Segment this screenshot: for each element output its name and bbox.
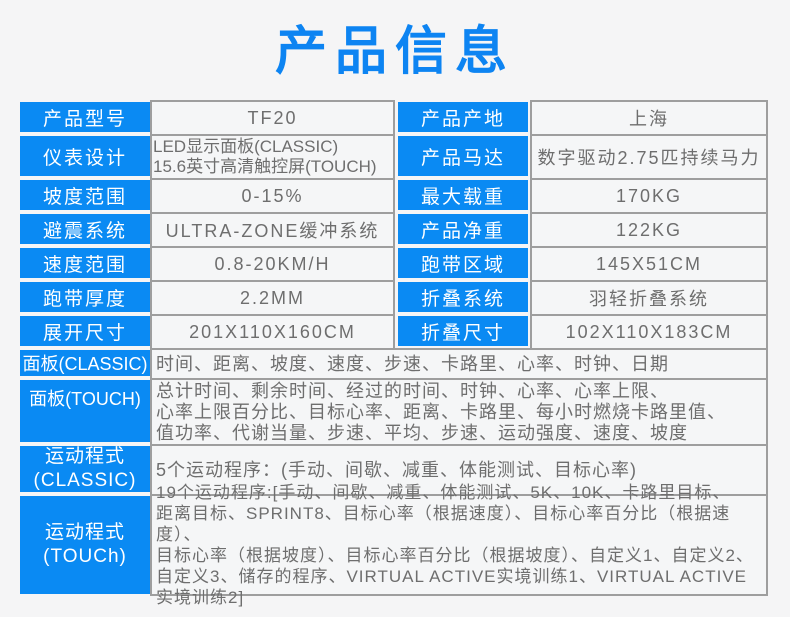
spec-label-incline: 坡度范围 bbox=[20, 180, 150, 210]
spec-value-console: LED显示面板(CLASSIC) 15.6英寸高清触控屏(TOUCH) bbox=[150, 134, 395, 178]
spec-value-belt-area: 145X51CM bbox=[530, 246, 768, 280]
spec-value-incline: 0-15% bbox=[150, 178, 395, 212]
spec-value-programs-touch: 19个运动程序:[手动、间歇、减重、体能测试、5K、10K、卡路里目标、 距离目… bbox=[150, 483, 768, 607]
spec-value-max-load: 170KG bbox=[530, 178, 768, 212]
spec-label-panel-classic: 面板(CLASSIC) bbox=[20, 350, 150, 376]
spec-label-motor: 产品马达 bbox=[398, 136, 528, 176]
spec-value-fold-size: 102X110X183CM bbox=[530, 314, 768, 348]
spec-value-model: TF20 bbox=[150, 100, 395, 134]
spec-label-fold-system: 折叠系统 bbox=[398, 282, 528, 312]
spec-value-net-weight: 122KG bbox=[530, 212, 768, 246]
spec-label-open-size: 展开尺寸 bbox=[20, 316, 150, 346]
spec-row-wide: 运动程式 (CLASSIC) 5个运动程序：(手动、间歇、减重、体能测试、目标心… bbox=[20, 444, 768, 494]
spec-label-origin: 产品产地 bbox=[398, 102, 528, 132]
spec-value-speed: 0.8-20KM/H bbox=[150, 246, 395, 280]
spec-row-wide: 运动程式 (TOUCh) 19个运动程序:[手动、间歇、减重、体能测试、5K、1… bbox=[20, 483, 768, 607]
spec-row: 仪表设计 LED显示面板(CLASSIC) 15.6英寸高清触控屏(TOUCH)… bbox=[20, 134, 768, 178]
spec-label-belt-thickness: 跑带厚度 bbox=[20, 282, 150, 312]
spec-row: 产品型号 TF20 产品产地 上海 bbox=[20, 100, 768, 134]
spec-label-speed: 速度范围 bbox=[20, 248, 150, 278]
spec-row: 速度范围 0.8-20KM/H 跑带区域 145X51CM bbox=[20, 246, 768, 280]
spec-label-programs-classic: 运动程式 (CLASSIC) bbox=[20, 446, 150, 492]
spec-value-open-size: 201X110X160CM bbox=[150, 314, 395, 348]
spec-value-belt-thickness: 2.2MM bbox=[150, 280, 395, 314]
spec-label-max-load: 最大载重 bbox=[398, 180, 528, 210]
spec-label-fold-size: 折叠尺寸 bbox=[398, 316, 528, 346]
spec-label-cushion: 避震系统 bbox=[20, 214, 150, 244]
spec-label-console: 仪表设计 bbox=[20, 136, 150, 176]
spec-row: 展开尺寸 201X110X160CM 折叠尺寸 102X110X183CM bbox=[20, 314, 768, 348]
spec-row-wide: 面板(TOUCH) 总计时间、剩余时间、经过的时间、时钟、心率、心率上限、 心率… bbox=[20, 378, 768, 444]
spec-row: 避震系统 ULTRA-ZONE缓冲系统 产品净重 122KG bbox=[20, 212, 768, 246]
spec-row: 坡度范围 0-15% 最大载重 170KG bbox=[20, 178, 768, 212]
spec-table: 产品型号 TF20 产品产地 上海 仪表设计 LED显示面板(CLASSIC) … bbox=[20, 100, 768, 607]
spec-label-belt-area: 跑带区域 bbox=[398, 248, 528, 278]
spec-label-panel-touch: 面板(TOUCH) bbox=[20, 380, 150, 442]
spec-value-panel-touch: 总计时间、剩余时间、经过的时间、时钟、心率、心率上限、 心率上限百分比、目标心率… bbox=[150, 378, 768, 444]
spec-row-wide: 面板(CLASSIC) 时间、距离、坡度、速度、步速、卡路里、心率、时钟、日期 bbox=[20, 348, 768, 378]
spec-label-programs-touch: 运动程式 (TOUCh) bbox=[20, 496, 150, 594]
spec-label-net-weight: 产品净重 bbox=[398, 214, 528, 244]
spec-value-motor: 数字驱动2.75匹持续马力 bbox=[530, 134, 768, 178]
page-title: 产品信息 bbox=[274, 23, 515, 81]
spec-value-origin: 上海 bbox=[530, 100, 768, 134]
spec-value-programs-classic: 5个运动程序：(手动、间歇、减重、体能测试、目标心率) bbox=[150, 444, 768, 494]
spec-row: 跑带厚度 2.2MM 折叠系统 羽轻折叠系统 bbox=[20, 280, 768, 314]
spec-label-model: 产品型号 bbox=[20, 102, 150, 132]
spec-value-fold-system: 羽轻折叠系统 bbox=[530, 280, 768, 314]
spec-value-panel-classic: 时间、距离、坡度、速度、步速、卡路里、心率、时钟、日期 bbox=[150, 348, 768, 378]
spec-value-cushion: ULTRA-ZONE缓冲系统 bbox=[150, 212, 395, 246]
